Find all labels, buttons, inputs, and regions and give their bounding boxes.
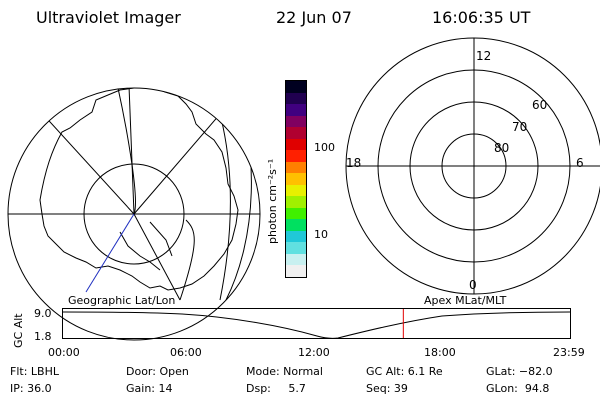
colorbar-tick-10: 10: [314, 228, 328, 241]
instrument-title: Ultraviolet Imager: [36, 8, 181, 27]
dsp-status: Dsp: 5.7: [246, 382, 306, 395]
filter-status: Flt: LBHL: [10, 365, 59, 378]
colorbar-band: [286, 80, 306, 93]
strip-x-tick-2359: 23:59: [553, 346, 585, 359]
colorbar-band: [286, 115, 306, 128]
altitude-curve: [62, 311, 571, 339]
strip-x-tick-0000: 00:00: [48, 346, 80, 359]
colorbar-band: [286, 150, 306, 162]
mode-status: Mode: Normal: [246, 365, 323, 378]
glon-status: GLon: 94.8: [486, 382, 550, 395]
meridian: [133, 213, 181, 301]
colorbar-band: [286, 242, 306, 254]
colorbar-band: [286, 219, 306, 231]
colorbar-band: [286, 253, 306, 266]
strip-axis-title: GC Alt: [12, 313, 25, 348]
lat-label-80: 80: [494, 141, 509, 155]
grid-curve: [111, 88, 136, 215]
colorbar-band: [286, 161, 306, 174]
colorbar-band: [286, 196, 306, 208]
strip-x-tick-0600: 06:00: [170, 346, 202, 359]
colorbar-band: [286, 184, 306, 197]
door-status: Door: Open: [126, 365, 189, 378]
strip-x-tick-1200: 12:00: [298, 346, 330, 359]
colorbar-band: [286, 207, 306, 220]
meridian: [127, 88, 135, 215]
strip-y-tick-max: 9.0: [34, 307, 52, 320]
coast-detail-2: [149, 221, 173, 257]
colorbar-band: [286, 127, 306, 139]
mlt-label-right: 6: [576, 156, 584, 170]
colorbar-band: [286, 173, 306, 185]
colorbar-band: [286, 138, 306, 151]
colorbar-band: [286, 104, 306, 116]
mlt-label-left: 18: [346, 156, 361, 170]
date-label: 22 Jun 07: [276, 8, 352, 27]
strip-left-label: Geographic Lat/Lon: [68, 294, 176, 307]
mlt-label-top: 12: [476, 49, 491, 63]
colorbar-band: [286, 230, 306, 243]
strip-y-tick-min: 1.8: [34, 330, 52, 343]
strip-frame: [62, 308, 571, 339]
grid-curve: [179, 219, 195, 301]
map-boundary: [7, 87, 261, 341]
satellite-track: [85, 213, 135, 293]
strip-x-tick-1800: 18:00: [424, 346, 456, 359]
ip-status: IP: 36.0: [10, 382, 52, 395]
color-scale-bar: [285, 80, 307, 278]
colorbar-tick-100: 100: [314, 141, 335, 154]
lat-label-60: 60: [532, 98, 547, 112]
meridian: [133, 88, 260, 215]
time-label: 16:06:35 UT: [432, 8, 531, 27]
lat-label-70: 70: [512, 120, 527, 134]
glat-status: GLat: −82.0: [486, 365, 553, 378]
coastline: [39, 88, 239, 291]
colorbar-band: [286, 265, 306, 277]
seq-status: Seq: 39: [366, 382, 408, 395]
coast-detail: [119, 231, 161, 271]
grid-curve: [199, 88, 231, 301]
mlt-label-bottom: 0: [469, 278, 477, 292]
altitude-strip-chart: [62, 308, 571, 339]
strip-right-label: Apex MLat/MLT: [424, 294, 507, 307]
colorbar-band: [286, 92, 306, 105]
gain-status: Gain: 14: [126, 382, 173, 395]
gc-alt-status: GC Alt: 6.1 Re: [366, 365, 443, 378]
